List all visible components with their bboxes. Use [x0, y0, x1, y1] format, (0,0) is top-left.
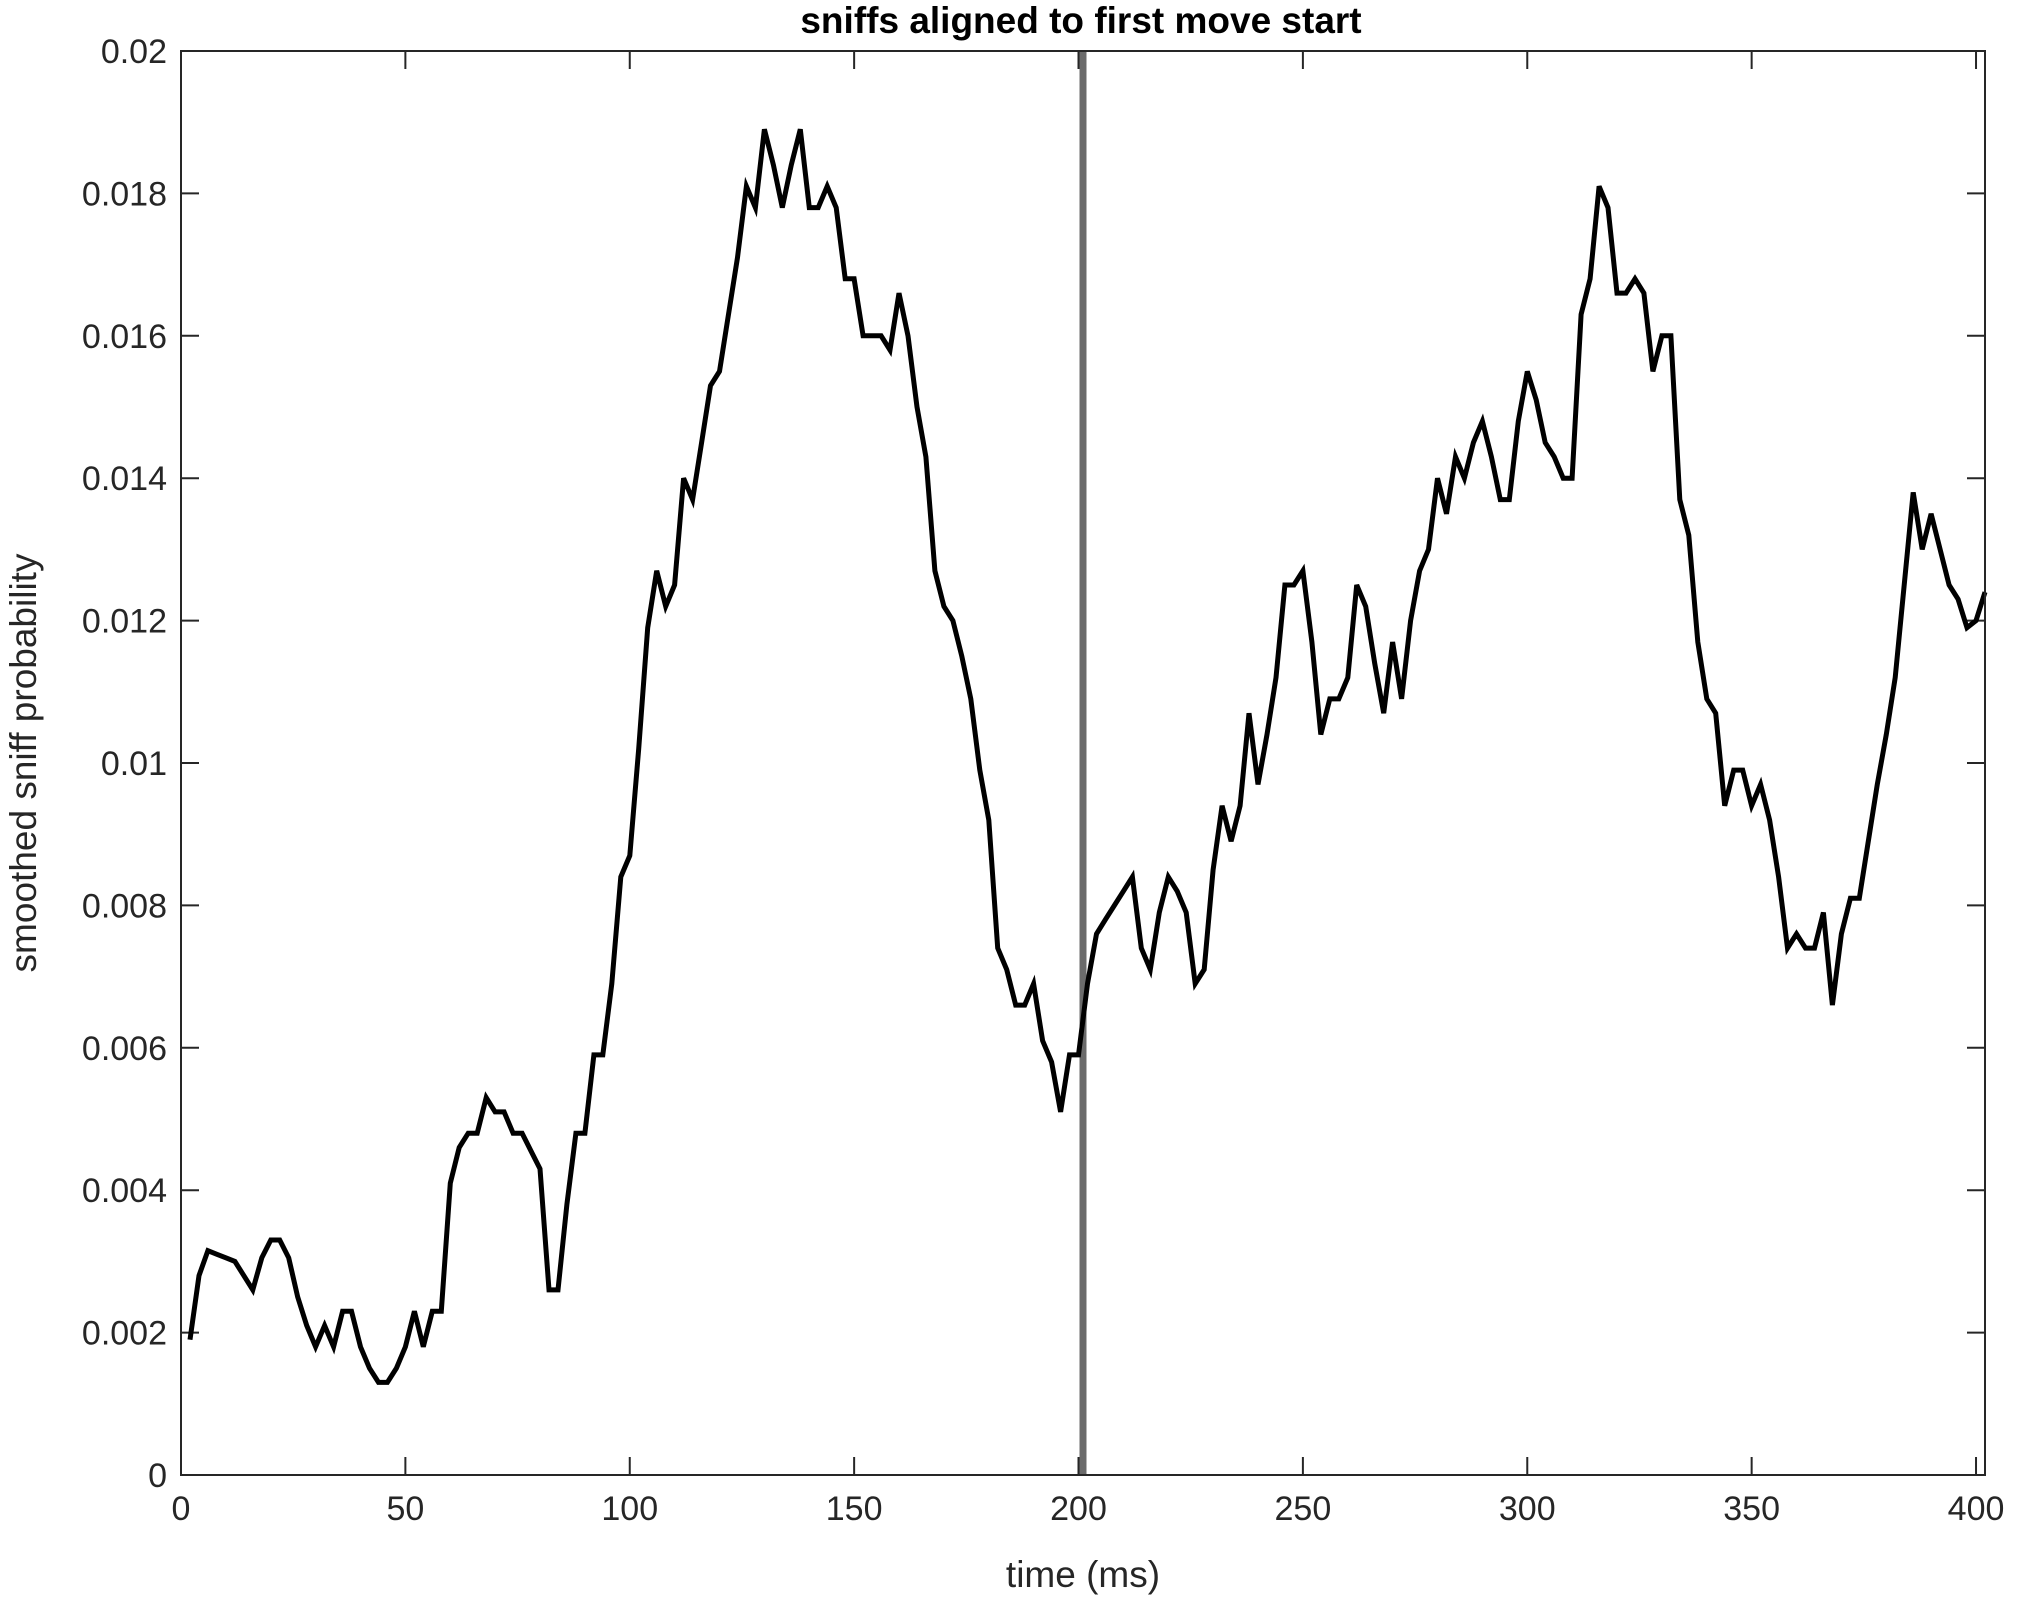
y-tick-label: 0.008	[82, 887, 167, 925]
x-tick-label: 150	[826, 1490, 883, 1528]
x-tick-label: 250	[1275, 1490, 1332, 1528]
y-tick-label: 0.01	[101, 745, 167, 783]
x-axis-label: time (ms)	[1006, 1554, 1160, 1595]
y-tick-label: 0.012	[82, 603, 167, 641]
y-tick-label: 0.018	[82, 175, 167, 213]
x-tick-label: 50	[386, 1490, 424, 1528]
chart-title: sniffs aligned to first move start	[800, 0, 1361, 41]
y-axis-tick-labels: 0 0.002 0.004 0.006 0.008 0.01 0.012 0.014 0.016…	[82, 33, 167, 1495]
x-tick-label: 300	[1499, 1490, 1556, 1528]
x-tick-label: 350	[1723, 1490, 1780, 1528]
x-tick-label: 100	[601, 1490, 658, 1528]
x-tick-label: 400	[1948, 1490, 2005, 1528]
y-tick-label: 0.014	[82, 460, 167, 498]
y-axis-label: smoothed sniff probability	[3, 553, 44, 972]
y-tick-label: 0	[148, 1457, 167, 1495]
series-line	[187, 128, 1988, 1385]
y-tick-label: 0.016	[82, 318, 167, 356]
y-tick-label: 0.004	[82, 1172, 167, 1210]
y-tick-label: 0.002	[82, 1315, 167, 1353]
y-tick-label: 0.006	[82, 1030, 167, 1068]
x-tick-label: 0	[172, 1490, 191, 1528]
x-axis-tick-labels: 0 50 100 150 200 250 300 350 400	[172, 1490, 2005, 1528]
x-axis-ticks	[180, 51, 1978, 1475]
y-tick-label: 0.02	[101, 33, 167, 71]
axes-box	[180, 50, 1986, 1476]
series-layer	[187, 128, 1988, 1385]
x-tick-label: 200	[1050, 1490, 1107, 1528]
